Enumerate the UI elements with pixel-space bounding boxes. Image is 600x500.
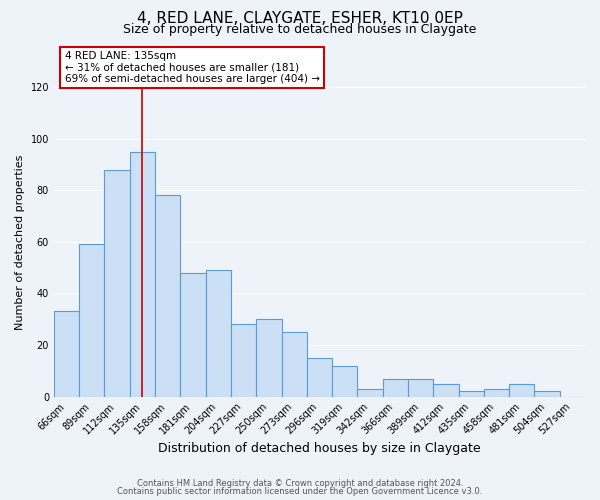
Bar — [155, 196, 181, 396]
Bar — [458, 392, 484, 396]
Bar — [358, 389, 383, 396]
Text: 4 RED LANE: 135sqm
← 31% of detached houses are smaller (181)
69% of semi-detach: 4 RED LANE: 135sqm ← 31% of detached hou… — [65, 51, 320, 84]
Bar — [484, 389, 509, 396]
Text: Contains public sector information licensed under the Open Government Licence v3: Contains public sector information licen… — [118, 487, 482, 496]
Text: 4, RED LANE, CLAYGATE, ESHER, KT10 0EP: 4, RED LANE, CLAYGATE, ESHER, KT10 0EP — [137, 11, 463, 26]
Bar — [307, 358, 332, 397]
Bar — [104, 170, 130, 396]
Text: Size of property relative to detached houses in Claygate: Size of property relative to detached ho… — [124, 22, 476, 36]
Bar — [130, 152, 155, 396]
X-axis label: Distribution of detached houses by size in Claygate: Distribution of detached houses by size … — [158, 442, 481, 455]
Bar — [281, 332, 307, 396]
Bar — [332, 366, 358, 396]
Bar — [433, 384, 458, 396]
Bar — [54, 312, 79, 396]
Bar — [383, 378, 408, 396]
Bar — [231, 324, 256, 396]
Bar — [206, 270, 231, 396]
Bar — [509, 384, 535, 396]
Bar — [256, 319, 281, 396]
Y-axis label: Number of detached properties: Number of detached properties — [15, 154, 25, 330]
Bar — [408, 378, 433, 396]
Bar — [181, 273, 206, 396]
Bar — [535, 392, 560, 396]
Text: Contains HM Land Registry data © Crown copyright and database right 2024.: Contains HM Land Registry data © Crown c… — [137, 478, 463, 488]
Bar — [79, 244, 104, 396]
